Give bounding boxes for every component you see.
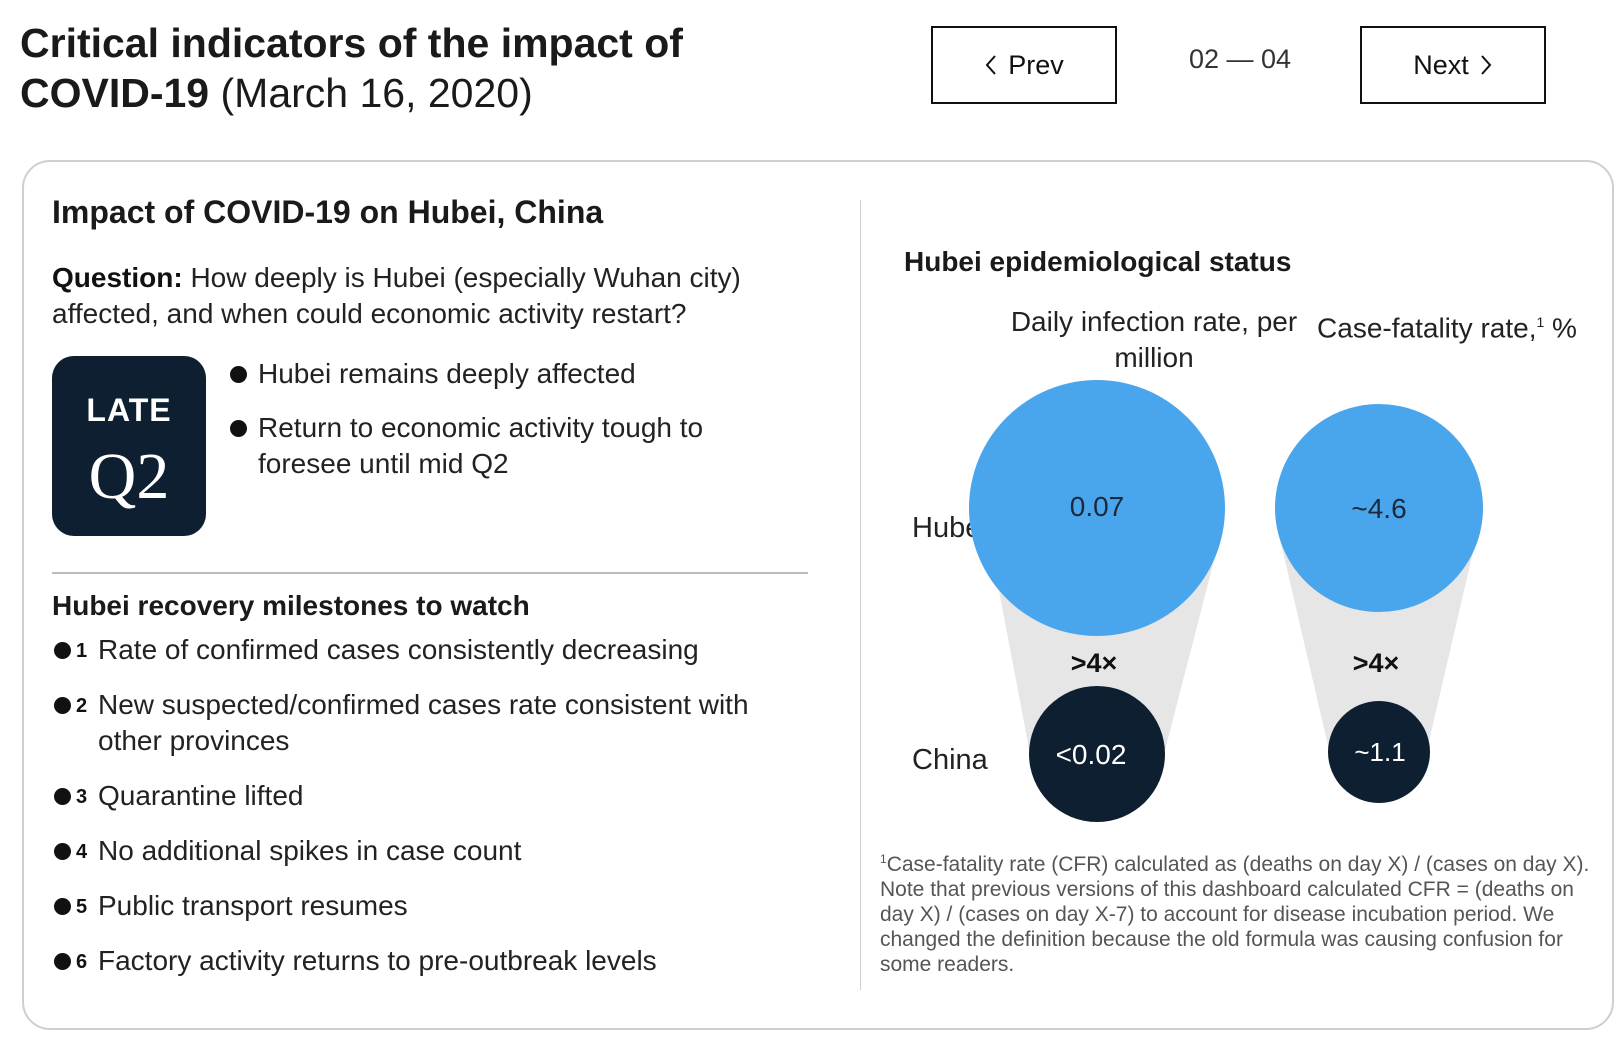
milestone-text: No additional spikes in case count (98, 835, 522, 866)
list-item: Hubei remains deeply affected (230, 356, 790, 392)
bullet-icon (54, 642, 71, 659)
status-heading: Hubei epidemiological status (904, 246, 1292, 277)
prev-button[interactable]: Prev (931, 26, 1117, 104)
row-label-china: China (912, 744, 988, 776)
infection-china-value: <0.02 (1056, 739, 1127, 770)
bullet-icon (54, 953, 71, 970)
timing-badge: LATE Q2 (52, 356, 206, 536)
footnote-number: 1 (880, 852, 887, 866)
timing-badge-top: LATE (86, 392, 172, 428)
footnote-text: Case-fatality rate (CFR) calculated as (… (880, 853, 1590, 976)
bullet-icon (54, 788, 71, 805)
page-title: Critical indicators of the impact of COV… (20, 18, 740, 118)
hubei-impact-card: Impact of COVID-19 on Hubei, China Quest… (22, 160, 1614, 1030)
infection-ratio: >4× (1071, 648, 1118, 678)
milestone-number: 1 (76, 640, 88, 662)
key-point-text: Hubei remains deeply affected (258, 358, 636, 389)
fatality-ratio: >4× (1353, 648, 1400, 678)
milestone-text: Rate of confirmed cases consistently dec… (98, 634, 699, 665)
fatality-rate-header-unit: % (1544, 312, 1577, 344)
milestones-list: 1 Rate of confirmed cases consistently de… (52, 632, 812, 998)
footnote-marker: 1 (1536, 314, 1545, 330)
comparison-bubbles: 0.07 >4× <0.02 ~4.6 >4× ~1.1 (969, 380, 1483, 822)
list-item: 5 Public transport resumes (52, 888, 812, 924)
milestone-number: 3 (76, 786, 88, 808)
fatality-china-bubble (1328, 701, 1430, 803)
bullet-icon (54, 697, 71, 714)
infection-hubei-bubble (969, 380, 1225, 636)
page-title-date: (March 16, 2020) (220, 70, 533, 116)
milestone-text: New suspected/confirmed cases rate consi… (98, 689, 749, 756)
chevron-left-icon (985, 55, 996, 75)
infection-hubei-value: 0.07 (1070, 491, 1125, 522)
list-item: 3 Quarantine lifted (52, 778, 812, 814)
milestone-number: 4 (76, 841, 88, 863)
column-divider (860, 200, 861, 990)
key-points: Hubei remains deeply affected Return to … (230, 356, 790, 500)
bullet-icon (230, 366, 247, 383)
next-button-label: Next (1413, 49, 1469, 80)
section-heading: Impact of COVID-19 on Hubei, China (52, 194, 604, 230)
fatality-china-value: ~1.1 (1354, 737, 1405, 767)
timing-badge-quarter: Q2 (88, 440, 170, 513)
list-item: 1 Rate of confirmed cases consistently de… (52, 632, 812, 668)
milestone-text: Quarantine lifted (98, 780, 304, 811)
fatality-rate-header: Case-fatality rate,1 % (1312, 304, 1582, 346)
infection-rate-header: Daily infection rate, per million (1010, 306, 1298, 373)
list-item: 4 No additional spikes in case count (52, 833, 812, 869)
milestone-text: Factory activity returns to pre-outbreak… (98, 945, 657, 976)
question-text: Question: How deeply is Hubei (especiall… (52, 260, 812, 332)
fatality-hubei-value: ~4.6 (1351, 493, 1406, 524)
bullet-icon (54, 843, 71, 860)
footnote: 1Case-fatality rate (CFR) calculated as … (880, 847, 1610, 977)
milestone-text: Public transport resumes (98, 890, 408, 921)
question-body: How deeply is Hubei (especially Wuhan ci… (52, 262, 741, 329)
list-item: 6 Factory activity returns to pre-outbrea… (52, 943, 812, 979)
prev-button-label: Prev (1008, 49, 1064, 80)
fatality-rate-header-main: Case-fatality rate, (1317, 312, 1537, 344)
chevron-right-icon (1481, 55, 1492, 75)
question-label: Question: (52, 262, 183, 293)
list-item: 2 New suspected/confirmed cases rate cons… (52, 687, 812, 759)
milestone-number: 2 (76, 695, 88, 717)
next-button[interactable]: Next (1360, 26, 1546, 104)
section-divider (52, 572, 808, 574)
milestone-number: 5 (76, 896, 88, 918)
fatality-hubei-bubble (1275, 404, 1483, 612)
page-indicator: 02 — 04 (1188, 44, 1292, 74)
milestones-heading: Hubei recovery milestones to watch (52, 590, 530, 621)
key-point-text: Return to economic activity tough to for… (258, 412, 704, 479)
infection-china-bubble (1029, 686, 1165, 822)
page-title-main: Critical indicators of the impact of COV… (20, 20, 683, 116)
bullet-icon (230, 420, 247, 437)
list-item: Return to economic activity tough to for… (230, 410, 790, 482)
milestone-number: 6 (76, 951, 88, 973)
bullet-icon (54, 898, 71, 915)
